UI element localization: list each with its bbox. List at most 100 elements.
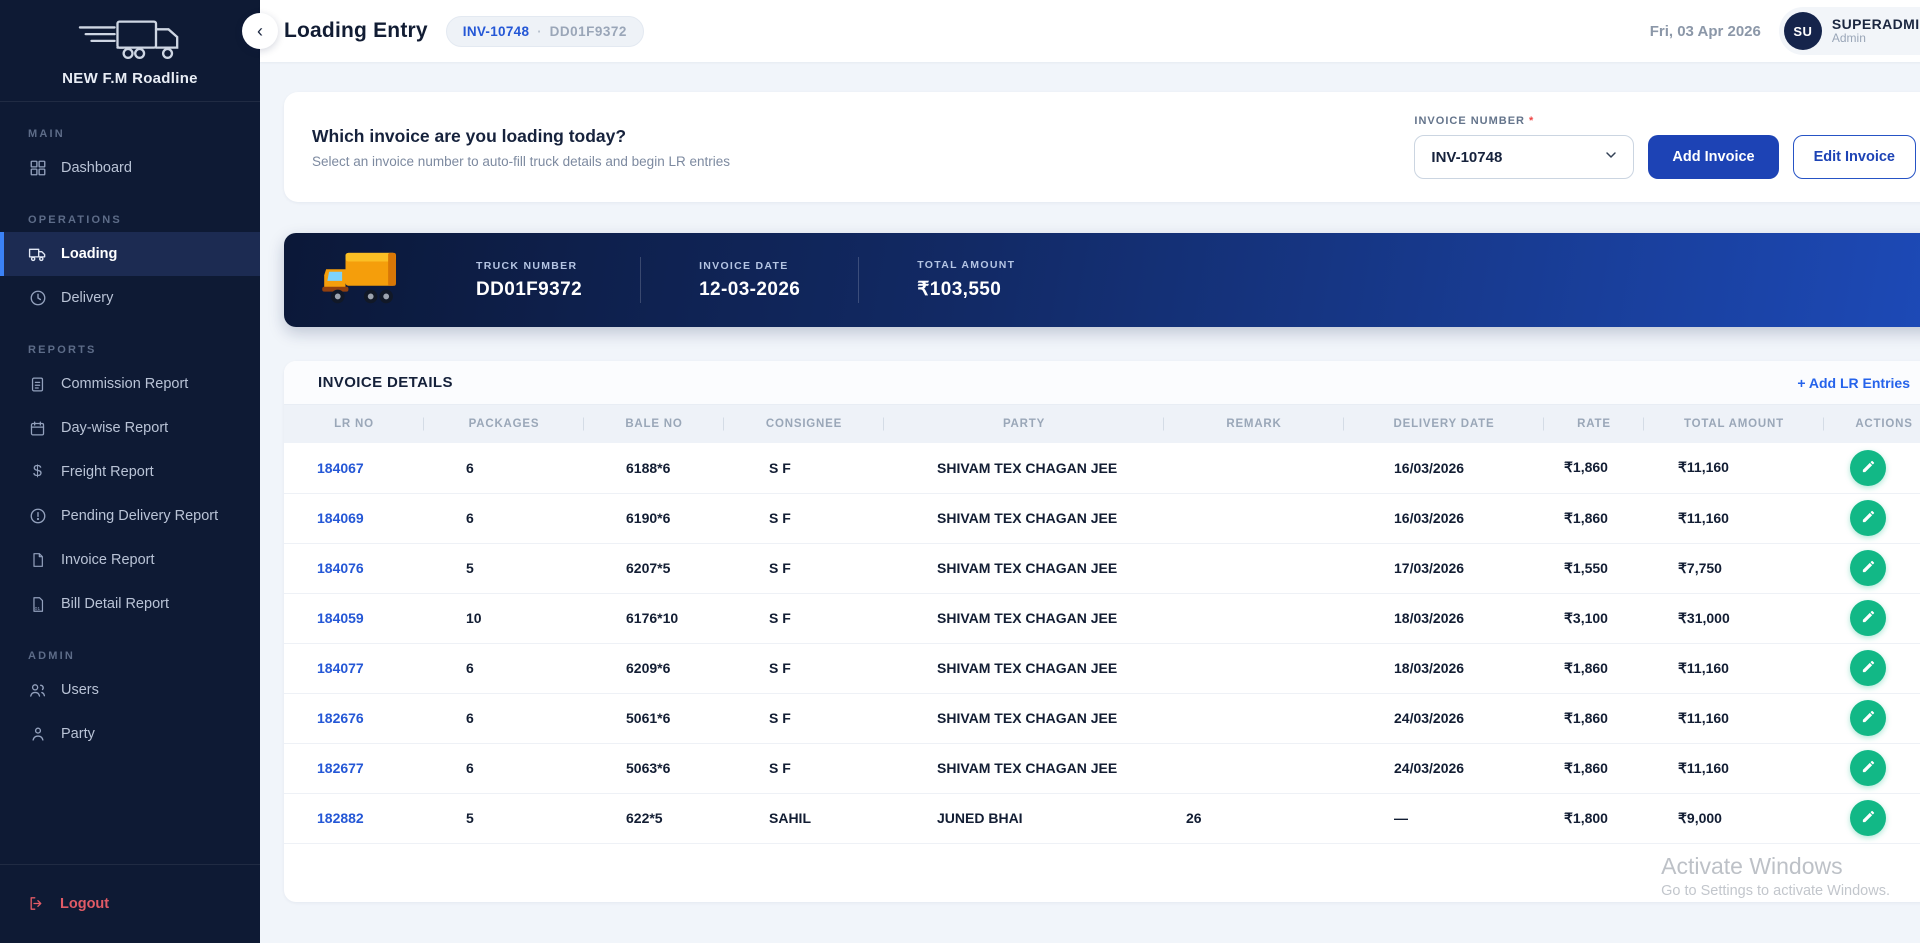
sidebar-item-label: Commission Report [61, 376, 189, 392]
sidebar-item-delivery[interactable]: Delivery [0, 276, 260, 320]
sidebar-item-party[interactable]: Party [0, 712, 260, 756]
pencil-icon [1861, 459, 1876, 477]
edit-row-button[interactable] [1850, 500, 1886, 536]
col-rate: RATE [1544, 405, 1644, 443]
edit-row-button[interactable] [1850, 449, 1886, 486]
cell-delivery-date: 16/03/2026 [1394, 459, 1465, 476]
logout-button[interactable]: Logout [0, 865, 260, 943]
edit-row-button[interactable] [1850, 750, 1886, 786]
sidebar-item-freight-report[interactable]: $ Freight Report [0, 450, 260, 494]
sidebar-item-bill-detail-report[interactable]: 01 Bill Detail Report [0, 582, 260, 626]
invoice-selector-text: Which invoice are you loading today? Sel… [312, 126, 730, 169]
sidebar-item-invoice-report[interactable]: Invoice Report [0, 538, 260, 582]
invoice-number-select[interactable]: INV-10748 [1414, 135, 1635, 179]
cell-remark [1164, 743, 1344, 793]
invoice-number-label: INVOICE NUMBER * [1414, 115, 1535, 127]
user-role: Admin [1831, 31, 1866, 46]
cell-delivery-date: 17/03/2026 [1394, 560, 1465, 576]
cell-total: ₹11,160 [1678, 709, 1729, 726]
sidebar-item-loading[interactable]: Loading [0, 232, 260, 276]
cell-rate: ₹1,800 [1564, 809, 1608, 826]
cell-packages: 6 [466, 760, 474, 776]
table-row: 182882 5 622*5 SAHIL JUNED BHAI 26 — ₹1,… [284, 793, 1920, 843]
invoice-details-card: INVOICE DETAILS + Add LR Entries LR NO P… [284, 361, 1920, 902]
nav-section-operations: OPERATIONS [28, 214, 122, 226]
table-row: 184067 6 6188*6 S F SHIVAM TEX CHAGAN JE… [284, 443, 1920, 493]
sidebar-item-label: Pending Delivery Report [61, 508, 219, 524]
add-invoice-button[interactable]: Add Invoice [1648, 135, 1779, 179]
invoice-table: LR NO PACKAGES BALE NO CONSIGNEE PARTY R… [284, 405, 1920, 844]
cell-party: JUNED BHAI [937, 810, 1023, 826]
pencil-icon [1861, 659, 1876, 677]
sidebar-item-users[interactable]: Users [0, 668, 260, 712]
edit-row-button[interactable] [1850, 550, 1886, 586]
sidebar-item-dashboard[interactable]: Dashboard [0, 146, 260, 190]
lr-no-link[interactable]: 182677 [317, 760, 364, 776]
table-title-band: INVOICE DETAILS + Add LR Entries [284, 361, 1920, 405]
cell-consignee: S F [769, 660, 791, 676]
edit-row-button[interactable] [1850, 650, 1886, 686]
col-delivery-date: DELIVERY DATE [1344, 405, 1544, 443]
banner-divider [858, 257, 860, 303]
document-icon [28, 375, 47, 394]
cell-remark: 26 [1186, 810, 1202, 826]
lr-no-link[interactable]: 184069 [317, 510, 364, 526]
edit-invoice-button[interactable]: Edit Invoice [1792, 135, 1916, 179]
main-content: ‹ Loading Entry INV-10748 · DD01F9372 Fr… [242, 0, 1920, 943]
edit-row-button[interactable] [1850, 800, 1886, 836]
lr-no-link[interactable]: 184067 [317, 459, 364, 476]
cell-total: ₹11,160 [1678, 659, 1729, 676]
col-lr-no: LR NO [284, 405, 424, 443]
nav-section-reports: REPORTS [28, 344, 97, 356]
col-party: PARTY [884, 405, 1164, 443]
stat-value: ₹103,550 [917, 279, 1002, 300]
cell-delivery-date: — [1394, 810, 1408, 826]
invoice-table-wrap: LR NO PACKAGES BALE NO CONSIGNEE PARTY R… [284, 405, 1920, 844]
lr-no-link[interactable]: 184059 [317, 610, 364, 626]
cell-bale-no: 6190*6 [626, 510, 671, 526]
sidebar-divider [0, 101, 260, 102]
cell-packages: 6 [466, 660, 474, 676]
cell-rate: ₹1,860 [1564, 459, 1608, 476]
sidebar-item-daywise-report[interactable]: Day-wise Report [0, 406, 260, 450]
cell-bale-no: 6188*6 [626, 459, 671, 476]
stat-label: TOTAL AMOUNT [917, 259, 1016, 271]
cell-bale-no: 5063*6 [626, 760, 671, 776]
table-row: 184076 5 6207*5 S F SHIVAM TEX CHAGAN JE… [284, 543, 1920, 593]
cell-packages: 5 [466, 810, 474, 826]
sidebar-item-commission-report[interactable]: Commission Report [0, 362, 260, 406]
cell-rate: ₹3,100 [1564, 609, 1608, 626]
add-lr-entries-link[interactable]: + Add LR Entries [1797, 374, 1910, 391]
invoice-hint: Select an invoice number to auto-fill tr… [312, 153, 730, 169]
sidebar-item-label: Dashboard [61, 160, 132, 176]
cell-rate: ₹1,860 [1564, 759, 1608, 776]
cell-consignee: S F [769, 760, 791, 776]
pencil-icon [1861, 509, 1876, 527]
sidebar-item-pending-delivery-report[interactable]: Pending Delivery Report [0, 494, 260, 538]
sidebar-item-label: Day-wise Report [61, 420, 169, 436]
lr-no-link[interactable]: 182882 [317, 810, 364, 826]
file-01-icon: 01 [28, 595, 47, 614]
clock-alert-icon [28, 507, 47, 526]
sidebar-collapse-button[interactable]: ‹ [242, 13, 278, 49]
cell-consignee: S F [769, 560, 791, 576]
cell-bale-no: 6209*6 [626, 660, 671, 676]
cell-total: ₹11,160 [1678, 509, 1729, 526]
brand: NEW F.M Roadline [0, 0, 260, 101]
cell-packages: 6 [466, 459, 474, 476]
page-body: Which invoice are you loading today? Sel… [260, 62, 1920, 902]
edit-row-button[interactable] [1850, 600, 1886, 636]
col-packages: PACKAGES [424, 405, 584, 443]
lr-no-link[interactable]: 184076 [317, 560, 364, 576]
stat-value: DD01F9372 [476, 278, 583, 300]
cell-packages: 5 [466, 560, 474, 576]
cell-rate: ₹1,860 [1564, 659, 1608, 676]
lr-no-link[interactable]: 184077 [317, 660, 364, 676]
user-menu[interactable]: SU SUPERADMIN Admin [1778, 7, 1920, 55]
lr-no-link[interactable]: 182676 [317, 710, 364, 726]
cell-party: SHIVAM TEX CHAGAN JEE [937, 560, 1118, 576]
cell-total: ₹7,750 [1678, 559, 1722, 576]
topbar-right: Fri, 03 Apr 2026 SU SUPERADMIN Admin [1650, 7, 1920, 55]
edit-row-button[interactable] [1850, 700, 1886, 736]
